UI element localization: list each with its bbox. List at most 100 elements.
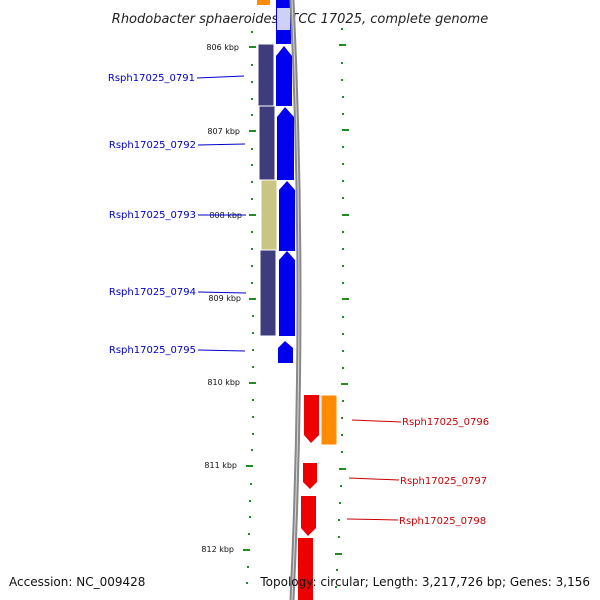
right-tick — [342, 180, 344, 182]
left-tick — [252, 332, 254, 334]
kbp-label-807: 807 kbp — [207, 127, 240, 136]
left-tick — [251, 64, 253, 66]
genome-backbone-highlight — [291, 0, 300, 600]
left-tick — [252, 416, 254, 418]
left-tick — [251, 81, 253, 83]
left-tick — [251, 148, 253, 150]
similarity-track-forward — [257, 43, 278, 337]
gene-label-rsph17025-0792[interactable]: Rsph17025_0792 — [109, 140, 196, 151]
left-major-tick — [249, 130, 256, 132]
left-tick — [251, 449, 253, 451]
right-major-tick — [342, 129, 349, 131]
gene-label-rsph17025-0793[interactable]: Rsph17025_0793 — [109, 210, 196, 221]
left-tick — [251, 265, 253, 267]
cds-arrow-rsph17025-0797[interactable] — [303, 463, 317, 489]
left-tick — [248, 533, 250, 535]
left-tick — [251, 98, 253, 100]
right-tick — [342, 350, 344, 352]
right-tick — [336, 569, 338, 571]
cds-arrow-rsph17025-0795[interactable] — [278, 341, 293, 363]
cds-arrow-rsph17025-0798[interactable] — [301, 496, 316, 536]
right-tick — [342, 367, 344, 369]
left-tick — [251, 248, 253, 250]
left-tick — [251, 114, 253, 116]
right-tick — [341, 434, 343, 436]
right-tick — [338, 536, 340, 538]
right-tick — [342, 163, 344, 165]
leader-line — [196, 75, 245, 79]
kbp-label-806: 806 kbp — [206, 43, 239, 52]
gene-label-rsph17025-0795[interactable]: Rsph17025_0795 — [109, 345, 196, 356]
left-tick-track — [243, 31, 256, 584]
left-major-tick — [249, 382, 256, 384]
similarity-block — [260, 179, 278, 251]
leader-line — [197, 143, 246, 146]
left-major-tick — [249, 214, 256, 216]
similarity-block-orange — [320, 394, 338, 446]
left-tick — [250, 483, 252, 485]
cds-arrow-rsph17025-0794[interactable] — [279, 251, 295, 336]
right-tick — [342, 248, 344, 250]
left-tick — [249, 500, 251, 502]
right-tick — [338, 519, 340, 521]
right-tick — [339, 502, 341, 504]
kbp-label-812: 812 kbp — [201, 545, 234, 554]
left-major-tick — [246, 465, 253, 467]
leader-line — [348, 477, 400, 481]
left-tick — [252, 315, 254, 317]
right-tick — [341, 417, 343, 419]
leader-line — [346, 518, 399, 521]
left-tick — [251, 31, 253, 33]
right-tick — [341, 28, 343, 30]
cds-arrow-rsph17025-0793[interactable] — [279, 181, 295, 251]
right-tick — [342, 96, 344, 98]
right-tick — [342, 265, 344, 267]
right-tick — [342, 197, 344, 199]
left-major-tick — [243, 549, 250, 551]
right-tick — [342, 333, 344, 335]
right-tick-track — [335, 28, 349, 588]
cds-arrow-partial-bottom[interactable] — [298, 538, 313, 600]
right-tick — [340, 485, 342, 487]
right-tick — [342, 113, 344, 115]
left-tick — [251, 181, 253, 183]
right-major-tick — [335, 553, 342, 555]
gene-label-rsph17025-0796[interactable]: Rsph17025_0796 — [402, 417, 489, 428]
right-tick — [342, 316, 344, 318]
gene-label-rsph17025-0794[interactable]: Rsph17025_0794 — [109, 287, 196, 298]
similarity-block — [258, 105, 276, 181]
right-major-tick — [339, 44, 346, 46]
gene-label-rsph17025-0798[interactable]: Rsph17025_0798 — [399, 516, 486, 527]
left-tick — [251, 231, 253, 233]
cds-arrow-rsph17025-0796[interactable] — [304, 395, 319, 443]
left-tick — [252, 349, 254, 351]
right-major-tick — [341, 383, 348, 385]
map-title: Rhodobacter sphaeroides ATCC 17025, comp… — [112, 12, 488, 27]
left-tick — [252, 366, 254, 368]
left-tick — [247, 566, 249, 568]
right-tick — [342, 400, 344, 402]
right-major-tick — [339, 468, 346, 470]
gene-label-rsph17025-0797[interactable]: Rsph17025_0797 — [400, 476, 487, 487]
right-major-tick — [342, 298, 349, 300]
right-tick — [341, 451, 343, 453]
accession-text: Accession: NC_009428 — [9, 575, 145, 589]
partial-orange-block-top — [257, 0, 270, 5]
left-tick — [252, 433, 254, 435]
kbp-label-811: 811 kbp — [204, 461, 237, 470]
right-tick — [341, 79, 343, 81]
left-tick — [249, 516, 251, 518]
similarity-block — [257, 43, 275, 107]
leader-line — [197, 291, 247, 294]
left-tick — [251, 282, 253, 284]
left-tick — [252, 399, 254, 401]
gene-label-rsph17025-0791[interactable]: Rsph17025_0791 — [108, 73, 195, 84]
cds-arrow-rsph17025-0792[interactable] — [277, 107, 294, 180]
right-tick — [342, 282, 344, 284]
leader-line — [197, 349, 246, 352]
cds-arrow-rsph17025-0791[interactable] — [276, 46, 292, 106]
topology-text: Topology: circular; Length: 3,217,726 bp… — [259, 575, 590, 589]
kbp-label-809: 809 kbp — [208, 294, 241, 303]
